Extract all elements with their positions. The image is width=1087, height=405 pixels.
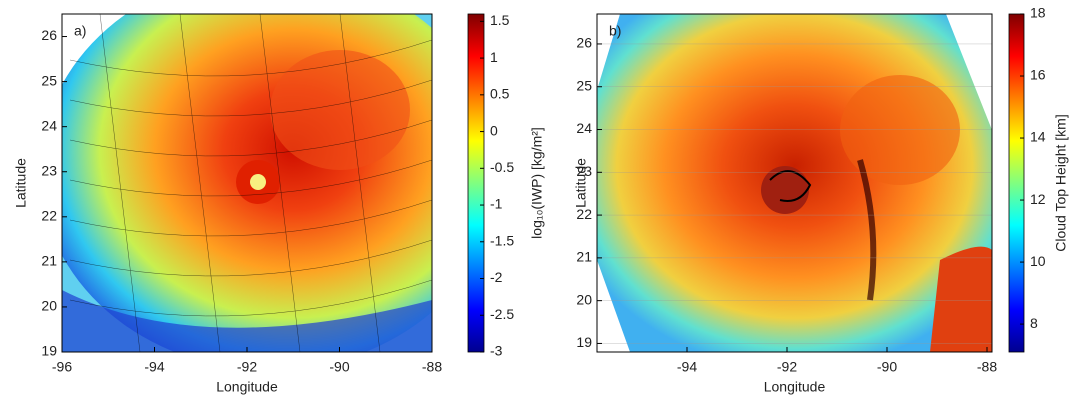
colorbar-tick-label: -1.5 (490, 232, 514, 248)
panel-label: a) (74, 23, 86, 39)
x-axis-label: Longitude (216, 379, 278, 395)
y-tick-label: 21 (41, 253, 57, 269)
y-tick-label: 19 (41, 343, 57, 359)
colorbar-tick-label: 1.5 (490, 12, 510, 28)
y-tick-label: 22 (41, 208, 57, 224)
y-tick-label: 23 (576, 163, 592, 179)
imagery-b (597, 14, 992, 352)
colorbar-tick-label: 8 (1030, 315, 1038, 331)
x-tick-label: -90 (329, 359, 349, 375)
y-tick-label: 21 (576, 249, 592, 265)
colorbar-label: log₁₀(IWP) [kg/m²] (529, 127, 545, 239)
colorbar-tick-label: -2.5 (490, 306, 514, 322)
colorbar-tick-label: -1 (490, 196, 503, 212)
y-tick-label: 19 (576, 334, 592, 350)
colorbar-tick-label: 0 (490, 122, 498, 138)
y-tick-label: 20 (576, 291, 592, 307)
colorbar-tick-label: 0.5 (490, 86, 510, 102)
colorbar-tick-label: 1 (490, 49, 498, 65)
x-tick-label: -88 (977, 359, 997, 375)
y-tick-label: 20 (41, 298, 57, 314)
y-axis-label: Latitude (13, 158, 29, 208)
colorbar (467, 13, 485, 353)
x-tick-label: -94 (144, 359, 164, 375)
axes-frame (596, 13, 993, 353)
colorbar-label: Cloud Top Height [km] (1053, 114, 1069, 251)
colorbar-tick-label: 10 (1030, 253, 1046, 269)
colorbar-tick-label: 18 (1030, 5, 1046, 21)
y-tick-label: 25 (41, 72, 57, 88)
x-tick-label: -94 (677, 359, 697, 375)
colorbar (1008, 13, 1025, 353)
x-tick-label: -92 (777, 359, 797, 375)
colorbar-tick-label: -0.5 (490, 159, 514, 175)
x-tick-label: -90 (877, 359, 897, 375)
panel-label: b) (609, 23, 621, 39)
colorbar-tick-label: 16 (1030, 67, 1046, 83)
y-tick-label: 24 (41, 117, 57, 133)
y-tick-label: 22 (576, 206, 592, 222)
axes-frame (61, 13, 433, 353)
x-tick-label: -96 (52, 359, 72, 375)
colorbar-tick-label: 14 (1030, 129, 1046, 145)
y-tick-label: 26 (41, 27, 57, 43)
x-tick-label: -88 (422, 359, 442, 375)
y-tick-label: 24 (576, 120, 592, 136)
y-tick-label: 26 (576, 35, 592, 51)
x-tick-label: -92 (237, 359, 257, 375)
colorbar-tick-label: -2 (490, 269, 503, 285)
colorbar-tick-label: 12 (1030, 191, 1046, 207)
colorbar-tick-label: -3 (490, 343, 503, 359)
imagery-a (62, 14, 432, 352)
y-tick-label: 25 (576, 77, 592, 93)
y-axis-label: Latitude (573, 158, 589, 208)
y-tick-label: 23 (41, 162, 57, 178)
x-axis-label: Longitude (764, 379, 826, 395)
